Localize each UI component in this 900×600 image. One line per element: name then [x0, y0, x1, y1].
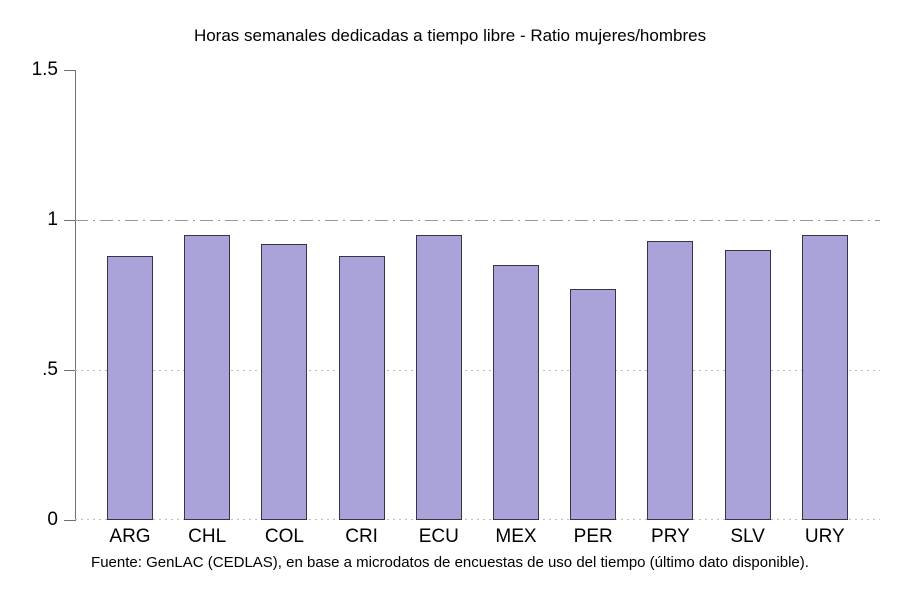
x-tick-label-SLV: SLV	[730, 526, 765, 547]
bar-PER	[570, 289, 617, 520]
bar-CHL	[184, 235, 231, 520]
y-tick-mark-0.5	[64, 370, 75, 371]
bar-CRI	[338, 256, 385, 520]
source-note: Fuente: GenLAC (CEDLAS), en base a micro…	[91, 554, 809, 571]
bar-URY	[801, 235, 848, 520]
chart-title: Horas semanales dedicadas a tiempo libre…	[193, 26, 707, 45]
x-tick-label-COL: COL	[264, 526, 304, 547]
bar-ECU	[415, 235, 462, 520]
y-tick-mark-1	[64, 220, 75, 221]
y-tick-label-0: 0	[47, 509, 58, 530]
y-axis-line	[75, 70, 76, 521]
x-tick-label-ARG: ARG	[109, 526, 151, 547]
y-tick-label-0.5: .5	[42, 359, 58, 380]
x-tick-label-PRY: PRY	[651, 526, 690, 547]
y-tick-mark-1.5	[64, 70, 75, 71]
x-tick-label-CHL: CHL	[188, 526, 227, 547]
y-tick-label-1.5: 1.5	[31, 59, 58, 80]
bar-COL	[261, 244, 308, 520]
bar-PRY	[647, 241, 694, 520]
x-tick-label-PER: PER	[573, 526, 613, 547]
reference-line-y-1	[75, 220, 880, 221]
bar-ARG	[107, 256, 153, 520]
y-tick-mark-0	[64, 520, 75, 521]
x-tick-label-CRI: CRI	[345, 526, 378, 547]
x-tick-label-MEX: MEX	[495, 526, 537, 547]
x-tick-label-URY: URY	[804, 526, 845, 547]
bar-SLV	[724, 250, 771, 520]
x-tick-label-ECU: ECU	[418, 526, 459, 547]
bar-MEX	[493, 265, 539, 520]
plot-area	[75, 70, 880, 520]
reference-line-y-0	[75, 519, 880, 520]
y-tick-label-1: 1	[47, 209, 58, 230]
reference-line-y-0.5	[75, 370, 880, 371]
